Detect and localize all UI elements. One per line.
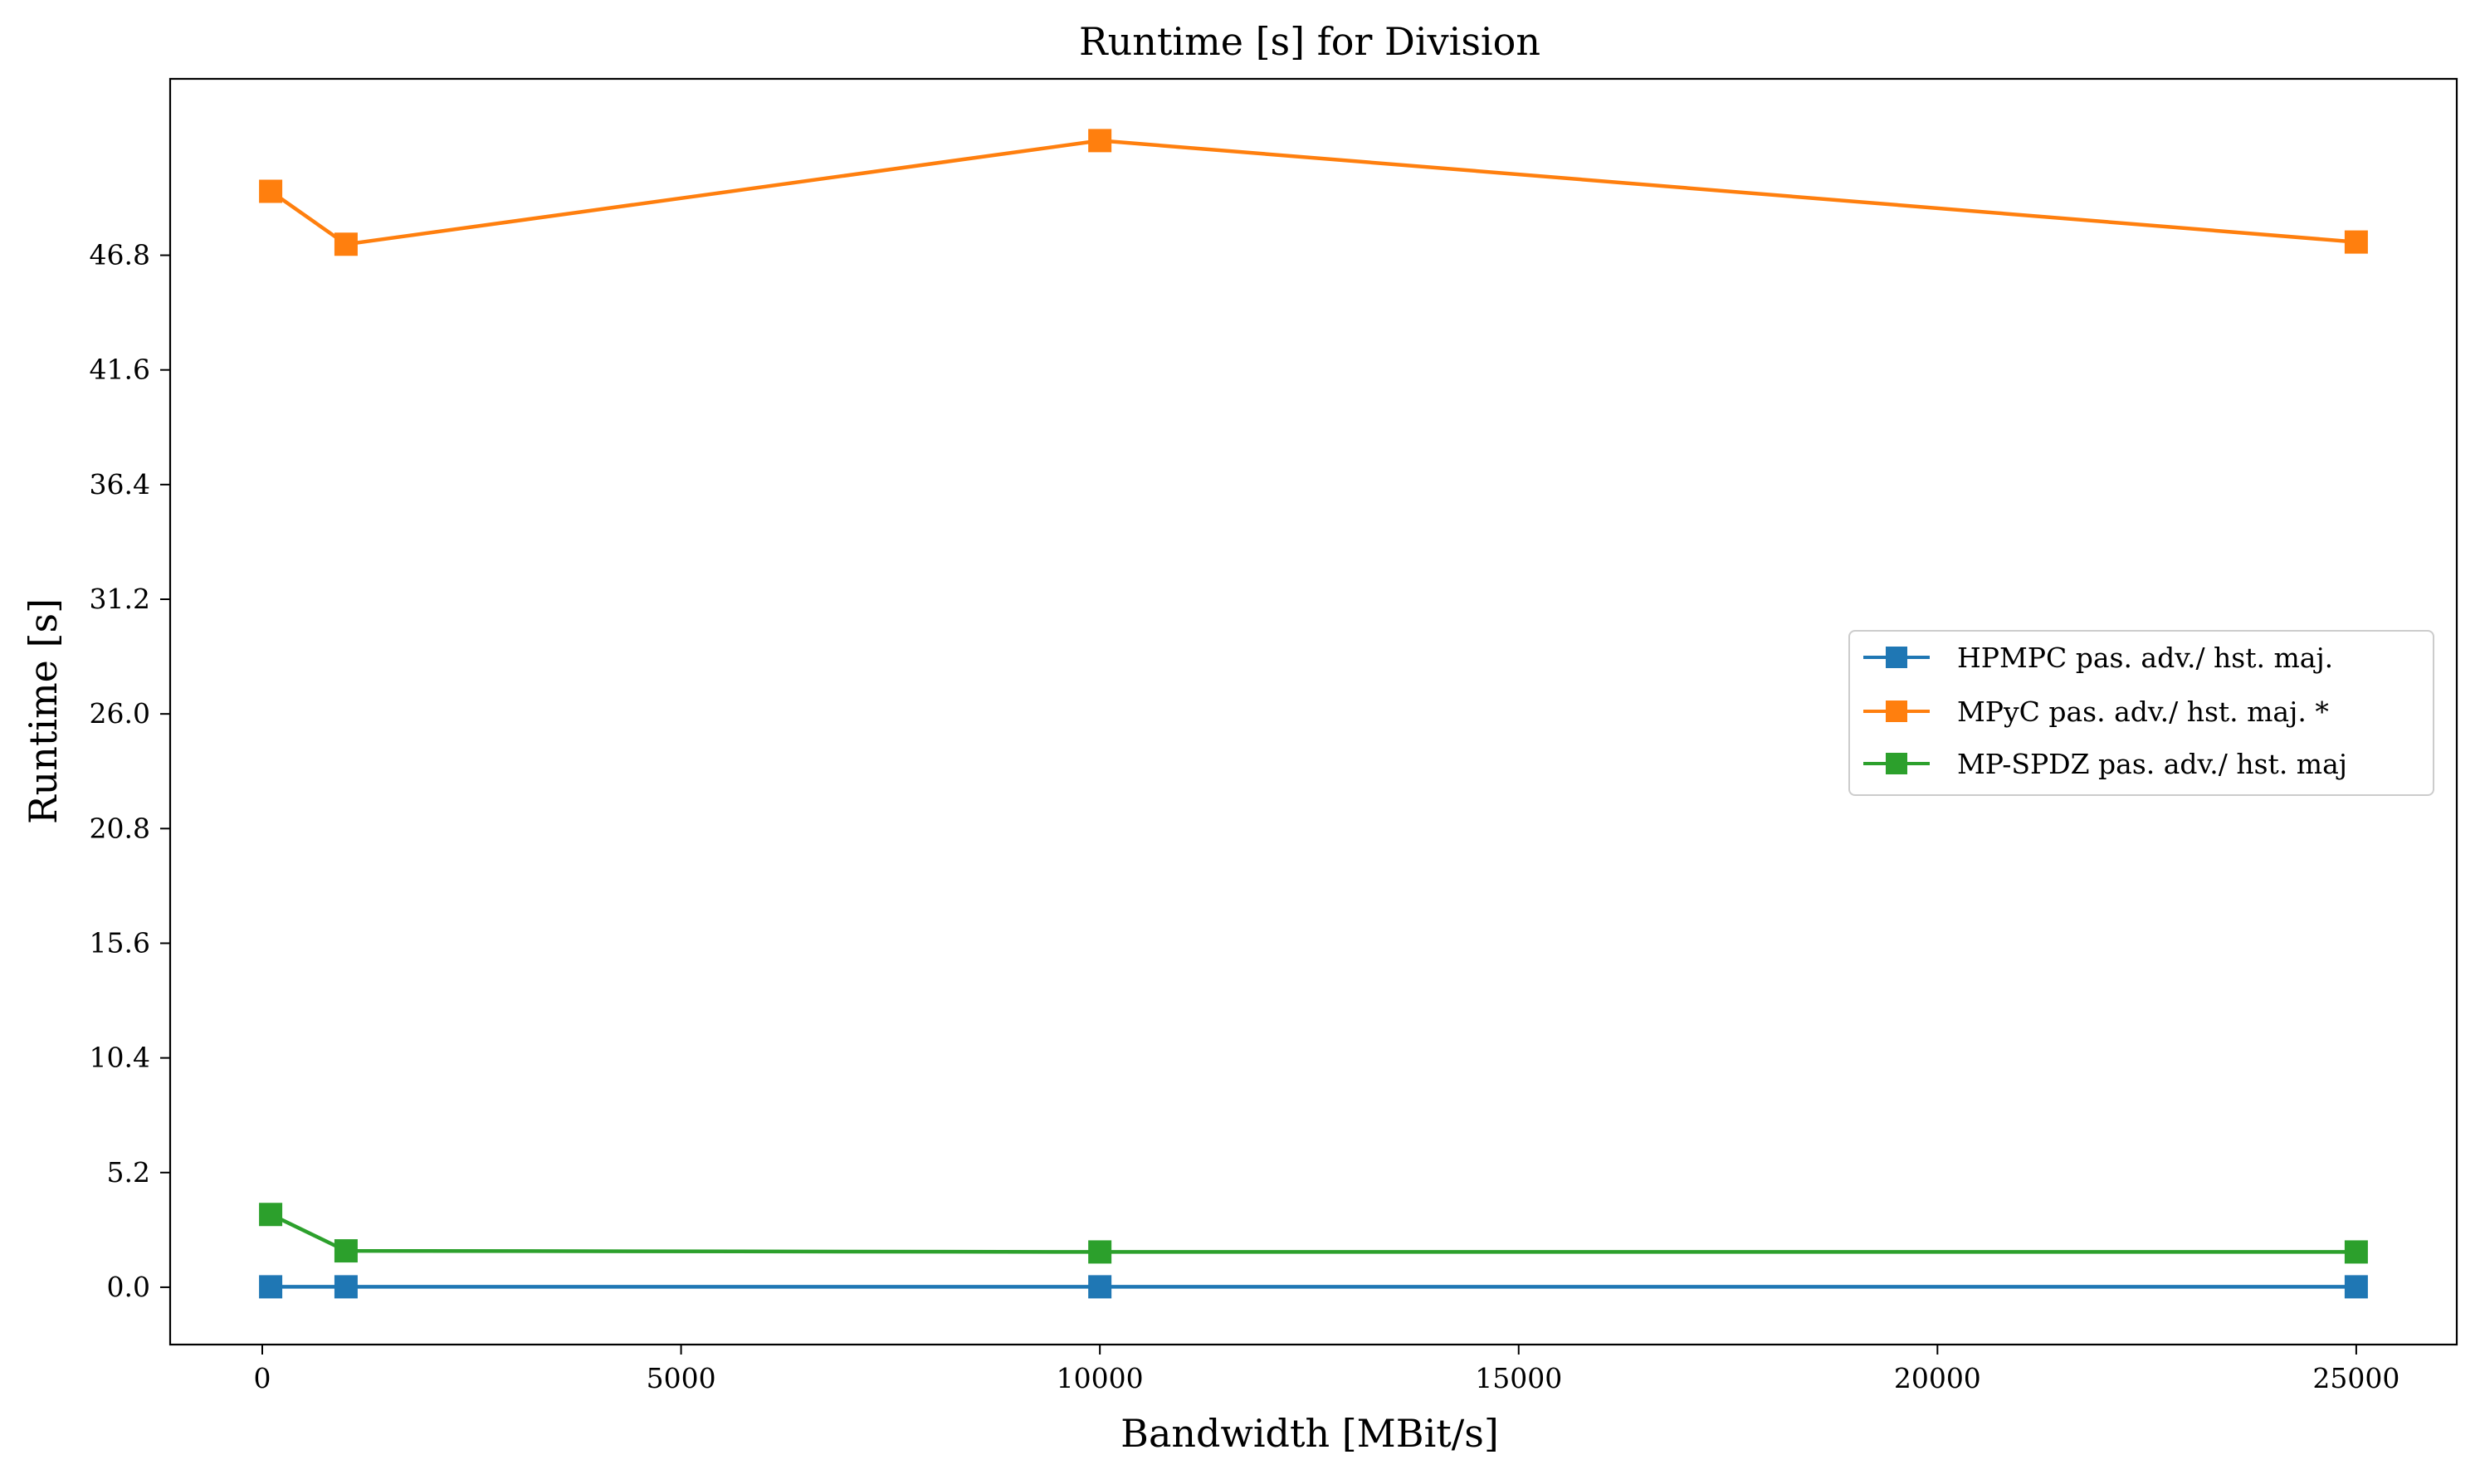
legend-label-mp-spdz: MP-SPDZ pas. adv./ hst. maj [1957,748,2347,780]
y-tick-label: 0.0 [107,1271,150,1303]
legend-marker [1886,647,1907,668]
data-point-mpyc [259,179,283,203]
series-hpmpc [259,1275,2368,1299]
x-tick-label: 15000 [1475,1362,1562,1394]
data-point-mpyc [334,232,358,256]
legend-entry-hpmpc: HPMPC pas. adv./ hst. maj. [1863,642,2333,674]
x-tick-label: 5000 [647,1362,716,1394]
data-point-mp-spdz [2344,1240,2368,1264]
y-axis: 0.0 5.2 10.4 15.6 20.8 26.0 31.2 36.4 41.6 46.8 [90,239,170,1303]
y-axis-label: Runtime [s] [21,598,66,824]
x-tick-label: 10000 [1057,1362,1144,1394]
y-tick-label: 26.0 [90,697,150,730]
legend: HPMPC pas. adv./ hst. maj. MPyC pas. adv… [1848,630,2434,796]
y-tick-label: 10.4 [90,1042,150,1074]
plot-marks [259,129,2368,1299]
legend-entry-mp-spdz: MP-SPDZ pas. adv./ hst. maj [1863,748,2347,780]
y-tick-label: 20.8 [90,812,150,844]
series-line-mp-spdz [270,1213,2356,1254]
data-point-mpyc [1088,129,1112,153]
x-axis: 0 5000 10000 15000 20000 25000 [254,1345,2399,1394]
x-tick-label: 25000 [2312,1362,2399,1394]
chart-title: Runtime [s] for Division [1079,19,1540,64]
plot-frame [168,77,2458,1346]
series-mp-spdz [259,1203,2368,1264]
y-tick-label: 36.4 [90,468,150,500]
y-tick-label: 15.6 [90,926,150,959]
legend-box [1848,630,2434,796]
legend-label-hpmpc: HPMPC pas. adv./ hst. maj. [1957,642,2333,674]
legend-marker [1886,701,1907,722]
legend-marker [1886,753,1907,774]
series-mpyc [259,129,2368,256]
x-axis-label: Bandwidth [MBit/s] [1120,1411,1499,1456]
data-point-hpmpc [2344,1275,2368,1299]
legend-entry-mpyc: MPyC pas. adv./ hst. maj. * [1863,696,2329,728]
y-tick-label: 31.2 [90,583,150,615]
y-tick-label: 46.8 [90,239,150,271]
data-point-mp-spdz [259,1203,283,1227]
data-point-hpmpc [259,1275,283,1299]
data-point-mp-spdz [334,1239,358,1263]
data-point-hpmpc [334,1275,358,1299]
data-point-mpyc [2344,230,2368,254]
data-point-mp-spdz [1088,1240,1112,1264]
y-tick-label: 41.6 [90,354,150,386]
x-tick-label: 0 [254,1362,271,1394]
y-tick-label: 5.2 [107,1156,150,1189]
series-line-mpyc [269,139,2357,247]
data-point-hpmpc [1088,1275,1112,1299]
legend-label-mpyc: MPyC pas. adv./ hst. maj. * [1957,696,2329,728]
x-tick-label: 20000 [1894,1362,1981,1394]
